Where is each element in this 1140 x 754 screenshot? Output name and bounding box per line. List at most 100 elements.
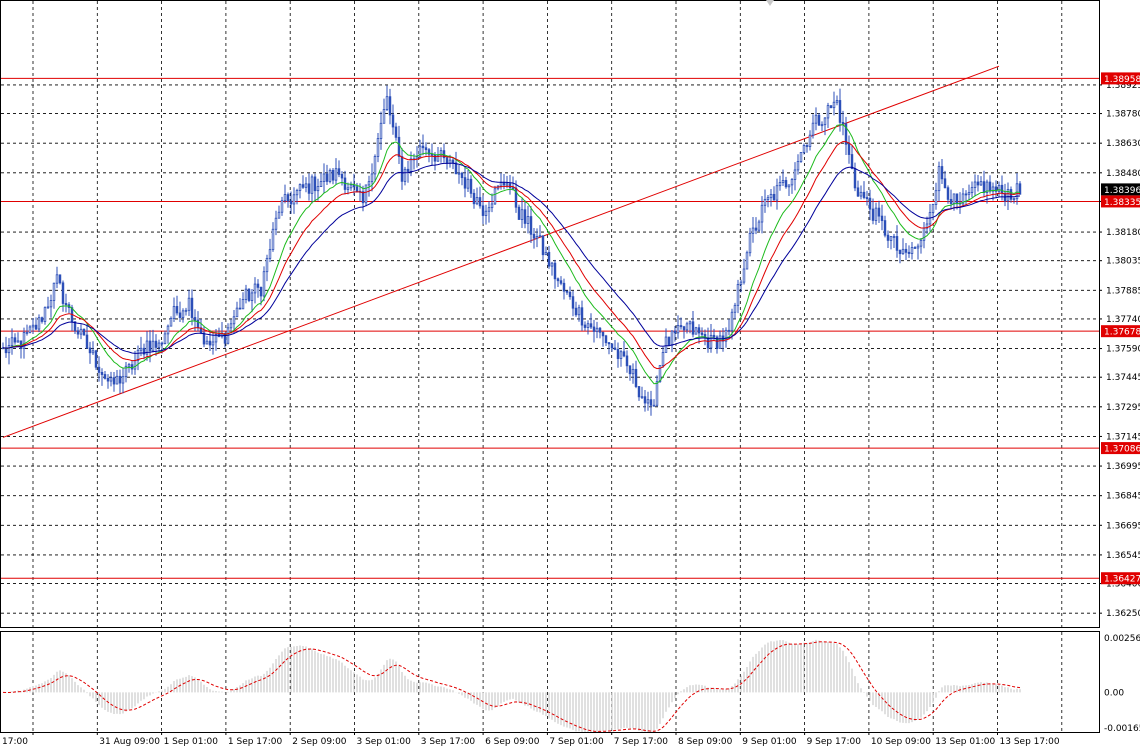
- candle-body: [241, 299, 245, 310]
- candle-body: [520, 209, 524, 220]
- candle-body: [745, 252, 749, 270]
- price-tick-label: 1.37295: [1106, 403, 1140, 413]
- candle-body: [91, 350, 95, 354]
- candle-body: [877, 207, 881, 217]
- candle-body: [583, 324, 587, 328]
- price-tick-label: 1.36695: [1106, 521, 1140, 531]
- candle-body: [76, 330, 80, 335]
- candle-body: [580, 307, 584, 326]
- candle-body: [1006, 189, 1010, 202]
- candle-body: [625, 355, 629, 367]
- candle-body: [805, 145, 809, 147]
- candle-body: [223, 332, 227, 344]
- candle-body: [286, 194, 290, 202]
- ma-mid-line: [2, 140, 1020, 370]
- level-tag-label: 1.36427: [1104, 575, 1140, 585]
- candle-body: [772, 193, 776, 201]
- candle-body: [628, 365, 632, 375]
- candle-body: [334, 168, 338, 181]
- candle-body: [676, 325, 680, 334]
- candle-body: [280, 200, 284, 213]
- candle-body: [937, 166, 941, 192]
- candle-body: [94, 350, 98, 368]
- candle-body: [586, 323, 590, 328]
- candle-body: [859, 191, 863, 197]
- candle-body: [835, 100, 839, 103]
- candle-body: [730, 311, 734, 332]
- candle-body: [388, 96, 392, 116]
- candle-body: [967, 192, 971, 195]
- candle-body: [310, 176, 314, 194]
- scroll-marker-icon[interactable]: [766, 0, 774, 6]
- candle-body: [97, 366, 101, 373]
- candle-body: [1000, 184, 1004, 194]
- candle-body: [802, 145, 806, 153]
- candle-body: [883, 220, 887, 236]
- candle-body: [364, 184, 368, 204]
- candle-body: [856, 187, 860, 197]
- price-tick-label: 1.36400: [1106, 580, 1140, 590]
- candle-body: [961, 193, 965, 205]
- candle-body: [118, 375, 122, 384]
- candle-body: [268, 249, 272, 259]
- macd-histogram: [5, 639, 1021, 732]
- candle-body: [103, 374, 107, 379]
- price-pane[interactable]: [0, 0, 1100, 628]
- candle-body: [727, 329, 731, 332]
- candle-body: [307, 183, 311, 194]
- candle-body: [340, 174, 344, 179]
- indicator-vertical-gridlines: [32, 632, 1063, 732]
- candle-body: [373, 156, 377, 175]
- candle-body: [550, 262, 554, 267]
- candle-body: [619, 351, 623, 359]
- candle-body: [832, 101, 836, 109]
- candle-body: [202, 332, 206, 345]
- candle-body: [793, 169, 797, 180]
- candle-body: [46, 306, 50, 309]
- level-tag-label: 1.37086: [1104, 445, 1140, 455]
- macd-pane[interactable]: 0.00256 0.00 -0.00165: [0, 631, 1140, 735]
- candle-body: [436, 155, 440, 162]
- candle-body: [88, 347, 92, 354]
- price-tick-label: 1.36845: [1106, 492, 1140, 502]
- price-pane-border: [0, 0, 1100, 628]
- candle-body: [253, 283, 257, 294]
- candle-body: [601, 331, 605, 337]
- candle-body: [61, 282, 65, 304]
- candle-body: [127, 364, 131, 367]
- time-tick-label: 8 Sep 09:00: [678, 737, 733, 747]
- candle-body: [193, 317, 197, 321]
- candle-body: [880, 215, 884, 222]
- price-axis[interactable]: 1.38925 1.38780 1.38630 1.38480 1.38335 1.381…: [1099, 72, 1140, 619]
- candle-body: [910, 247, 914, 254]
- candle-body: [781, 180, 785, 184]
- candle-body: [667, 336, 671, 346]
- candle-body: [652, 404, 656, 407]
- candle-body: [172, 306, 176, 319]
- candle-body: [913, 247, 917, 249]
- candle-body: [379, 122, 383, 139]
- candle-body: [706, 337, 710, 349]
- candle-body: [469, 178, 473, 194]
- candle-body: [895, 236, 899, 251]
- candle-body: [994, 186, 998, 192]
- candle-body: [904, 248, 908, 253]
- level-tag-bg: [1101, 572, 1140, 585]
- candle-body: [694, 327, 698, 335]
- trendline: [2, 65, 1000, 438]
- candle-body: [256, 283, 260, 288]
- time-tick-label: 31 Aug 09:00: [99, 737, 160, 747]
- candle-body: [370, 173, 374, 183]
- level-tag-bg: [1101, 325, 1140, 338]
- macd-signal-path: [2, 641, 1021, 732]
- candle-body: [424, 147, 428, 151]
- level-price-tags: 1.38958 1.38335 1.37678 1.37086 1.36427: [1101, 72, 1140, 585]
- time-tick-label: 9 Sep 17:00: [807, 737, 862, 747]
- candle-body: [355, 186, 359, 192]
- candle-body: [826, 105, 830, 119]
- candle-body: [325, 173, 329, 182]
- candle-body: [214, 334, 218, 343]
- level-tag-label: 1.37678: [1104, 328, 1140, 338]
- candle-body: [712, 334, 716, 338]
